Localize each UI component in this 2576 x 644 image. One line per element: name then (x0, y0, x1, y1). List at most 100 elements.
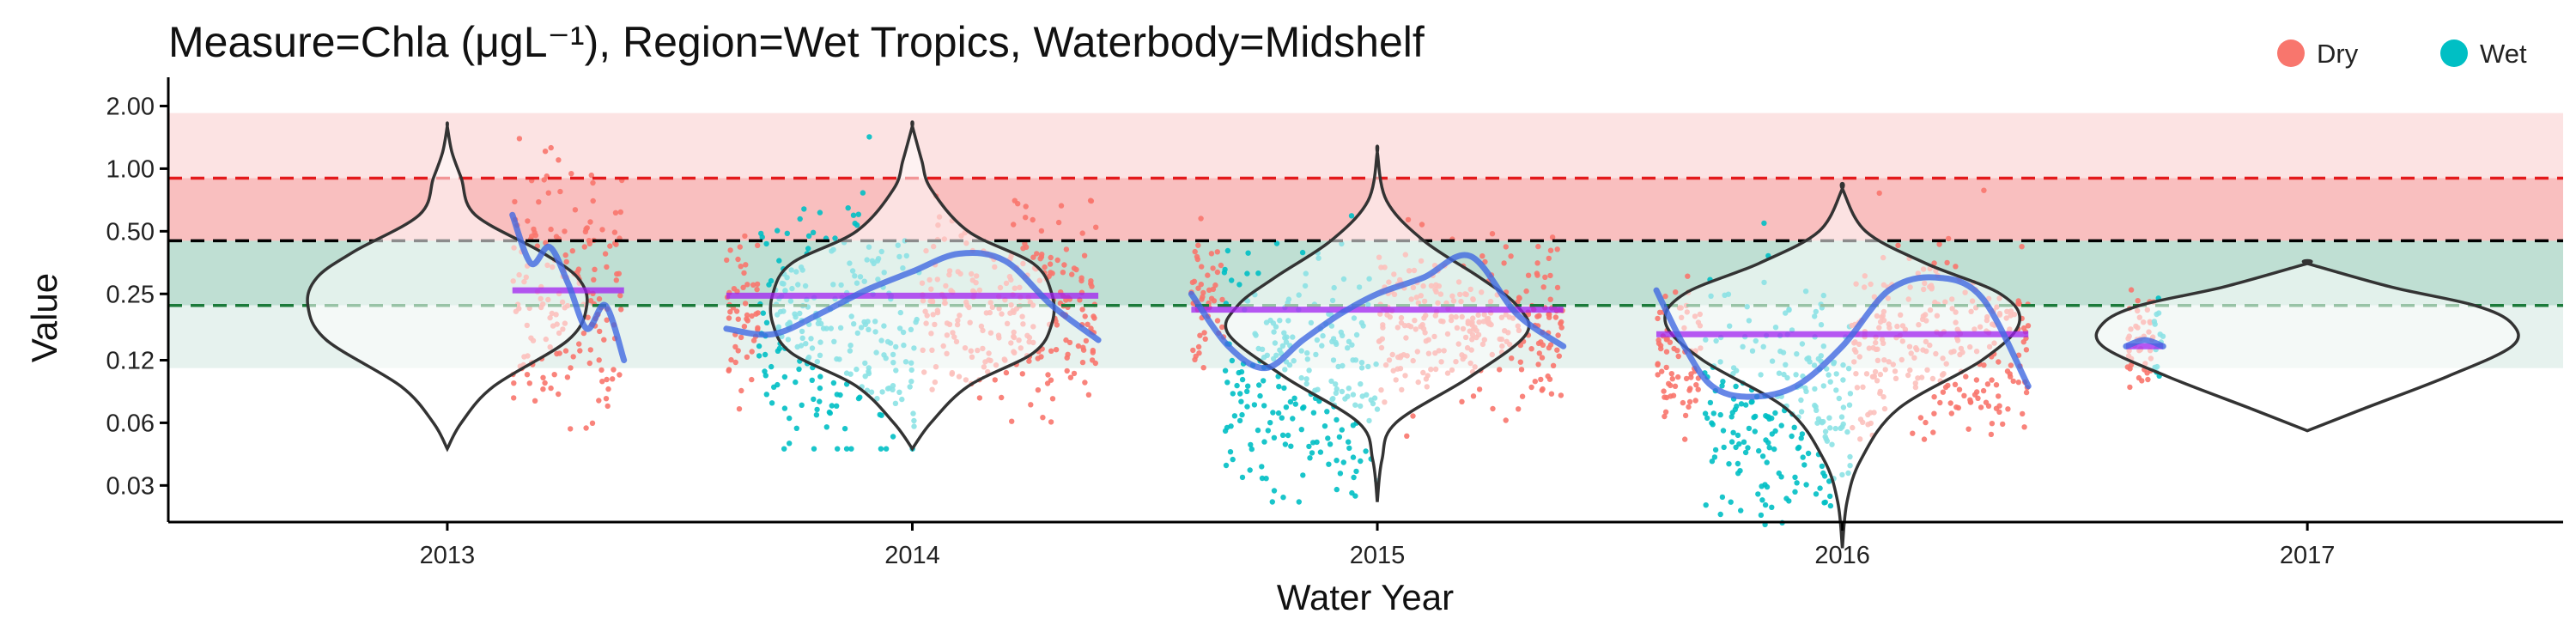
point (591, 276, 597, 283)
point (1765, 440, 1771, 446)
point (1083, 337, 1090, 344)
point (1558, 325, 1564, 331)
point (845, 205, 851, 211)
point (813, 412, 820, 418)
point (743, 262, 749, 268)
point (540, 374, 546, 380)
point (724, 257, 730, 264)
point (562, 348, 569, 354)
point (1195, 343, 1202, 350)
x-tick-label: 2015 (1350, 542, 1406, 569)
point (524, 372, 531, 378)
point (596, 357, 602, 363)
point (1558, 319, 1564, 325)
point (1224, 424, 1230, 431)
point (1089, 357, 1096, 363)
point (1827, 502, 1834, 509)
point (1060, 270, 1066, 276)
point (744, 282, 750, 288)
point (817, 385, 823, 392)
point (1956, 386, 1963, 392)
point (1239, 411, 1245, 418)
point (1490, 405, 1496, 412)
point (1670, 392, 1677, 398)
point (610, 376, 616, 382)
point (1088, 197, 1095, 204)
point (1221, 270, 1228, 276)
point (1534, 260, 1540, 266)
point (1944, 259, 1950, 266)
point (1555, 332, 1561, 338)
point (2127, 384, 2133, 391)
point (1271, 434, 1278, 440)
point (613, 241, 619, 247)
point (811, 396, 817, 403)
point (1479, 253, 1485, 259)
point (1536, 350, 1543, 356)
point (1230, 456, 1236, 463)
point (811, 446, 817, 452)
point (1079, 307, 1085, 313)
violins (306, 120, 2520, 549)
point (1546, 344, 1552, 351)
point (1071, 370, 1078, 377)
point (749, 313, 755, 319)
point (2025, 323, 2032, 329)
point (755, 326, 761, 332)
point (526, 380, 532, 386)
point (1337, 471, 1344, 477)
point (1540, 386, 1546, 392)
point (551, 372, 557, 378)
point (1198, 282, 1205, 288)
point (1011, 222, 1017, 228)
point (1680, 399, 1686, 406)
point (1735, 460, 1741, 467)
point (793, 379, 799, 386)
point (877, 411, 883, 418)
point (1931, 410, 1937, 416)
point (1738, 401, 1745, 407)
point (587, 219, 593, 225)
point (1733, 383, 1739, 390)
point (1931, 260, 1937, 266)
point (1037, 256, 1043, 262)
point (584, 225, 590, 231)
point (1963, 374, 1969, 380)
point (841, 426, 848, 432)
point (587, 347, 593, 353)
point (1244, 404, 1250, 410)
point (1930, 429, 1936, 435)
point (1682, 436, 1688, 442)
point (1229, 357, 1236, 364)
point (1281, 385, 1287, 392)
point (738, 264, 744, 270)
point (1290, 416, 1296, 422)
point (1263, 476, 1269, 482)
point (1759, 453, 1766, 459)
point (793, 425, 799, 431)
point (1769, 431, 1775, 437)
point (1988, 431, 1995, 438)
x-tick-label: 2013 (420, 542, 476, 569)
point (607, 243, 613, 249)
point (852, 220, 858, 227)
point (1410, 413, 1416, 419)
point (1720, 379, 1726, 385)
point (1309, 450, 1315, 456)
point (848, 446, 854, 452)
point (1978, 404, 1984, 410)
point (556, 391, 562, 398)
point (1280, 495, 1286, 501)
point (1042, 264, 1048, 270)
point (1965, 426, 1971, 432)
point (590, 197, 596, 204)
point (827, 410, 833, 416)
point (750, 337, 757, 343)
point (1761, 220, 1767, 227)
point (1040, 415, 1046, 421)
point (1352, 493, 1358, 499)
point (1202, 336, 1208, 342)
point (1936, 241, 1942, 247)
point (1348, 213, 1355, 219)
point (1749, 398, 1755, 404)
